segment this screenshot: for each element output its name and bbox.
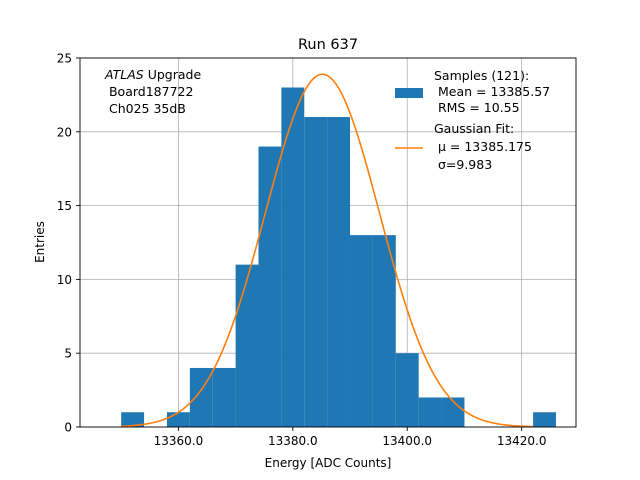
y-tick-label: 5 bbox=[64, 347, 72, 361]
legend-fit-line-1: Gaussian Fit: bbox=[434, 121, 514, 136]
atlas-italic: ATLAS bbox=[104, 67, 144, 82]
histogram-bar bbox=[372, 235, 396, 427]
y-tick-label: 10 bbox=[57, 273, 72, 287]
histogram-bar bbox=[121, 412, 145, 427]
histogram-bar bbox=[533, 412, 556, 427]
x-tick-label: 13420.0 bbox=[497, 434, 547, 448]
legend-fit-line-2: μ = 13385.175 bbox=[434, 139, 532, 154]
gaussian-fit-layer bbox=[121, 73, 534, 428]
y-tick-label: 25 bbox=[57, 52, 72, 66]
legend-fit-line-3: σ=9.983 bbox=[434, 157, 492, 172]
annotation-line-3: Ch025 35dB bbox=[105, 101, 186, 116]
histogram-bar bbox=[212, 367, 236, 427]
legend-samples-swatch bbox=[395, 88, 423, 98]
annotation-upgrade: Upgrade bbox=[144, 67, 202, 82]
y-axis-ticks: 0 5 10 15 20 25 bbox=[57, 52, 80, 435]
y-tick-label: 0 bbox=[64, 421, 72, 435]
histogram-bar bbox=[418, 397, 442, 427]
histogram-bar bbox=[166, 412, 190, 427]
x-tick-label: 13360.0 bbox=[154, 434, 204, 448]
histogram-bar bbox=[281, 87, 305, 428]
legend-samples-line-1: Samples (121): bbox=[434, 68, 529, 83]
annotation-line-2: Board187722 bbox=[105, 84, 193, 99]
legend-samples-line-2: Mean = 13385.57 bbox=[434, 84, 550, 99]
histogram-bar bbox=[395, 353, 419, 427]
chart-title: Run 637 bbox=[298, 37, 358, 53]
atlas-annotation: ATLAS Upgrade Board187722 Ch025 35dB bbox=[104, 67, 201, 116]
histogram-bars bbox=[121, 87, 556, 428]
histogram-bar bbox=[258, 146, 282, 427]
x-tick-label: 13400.0 bbox=[382, 434, 432, 448]
x-tick-label: 13380.0 bbox=[268, 434, 318, 448]
x-axis-label: Energy [ADC Counts] bbox=[265, 456, 392, 470]
x-axis-ticks: 13360.0 13380.0 13400.0 13420.0 bbox=[154, 427, 547, 448]
gaussian-fit-curve bbox=[121, 73, 534, 428]
y-axis-label: Entries bbox=[33, 221, 47, 263]
annotation-line-1: ATLAS Upgrade bbox=[104, 67, 201, 82]
legend-samples-line-3: RMS = 10.55 bbox=[434, 100, 520, 115]
y-tick-label: 20 bbox=[57, 125, 72, 139]
histogram-bar bbox=[304, 117, 328, 427]
legend: Samples (121): Mean = 13385.57 RMS = 10.… bbox=[395, 68, 550, 172]
histogram-bar bbox=[350, 235, 373, 427]
histogram-bar bbox=[327, 117, 351, 427]
y-tick-label: 15 bbox=[57, 199, 72, 213]
histogram-bar bbox=[235, 264, 259, 427]
plot-frame bbox=[79, 57, 577, 428]
histogram-bar bbox=[441, 397, 465, 427]
